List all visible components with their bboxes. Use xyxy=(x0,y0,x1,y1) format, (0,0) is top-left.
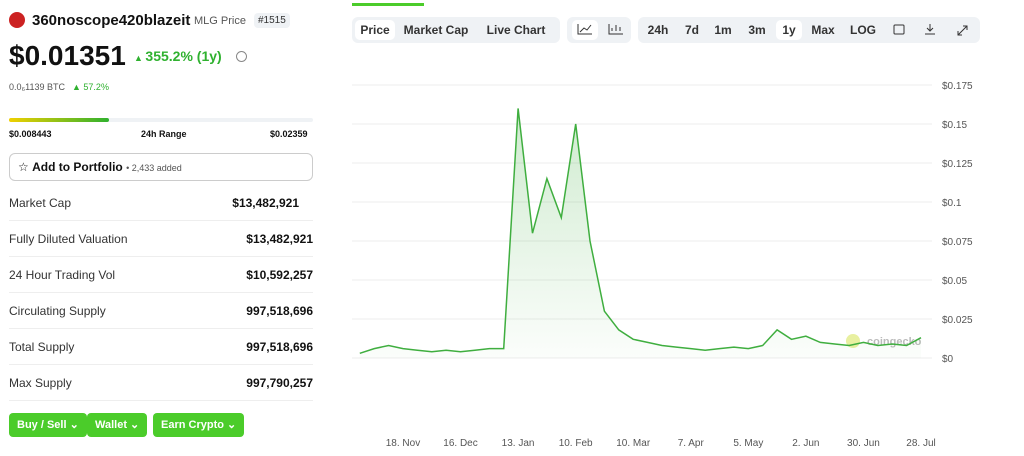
range-bar xyxy=(9,118,313,122)
tab[interactable]: Price xyxy=(360,23,390,37)
action-label: Earn Crypto xyxy=(161,419,224,431)
btc-price: 0.0₆1139 BTC xyxy=(9,82,65,92)
y-tick-label: $0.125 xyxy=(942,159,973,170)
y-tick-label: $0.175 xyxy=(942,81,973,92)
stat-value: $13,482,921 xyxy=(232,196,299,210)
y-tick-label: $0 xyxy=(942,354,954,365)
range-button[interactable]: LOG xyxy=(850,23,876,37)
range-button[interactable]: 1m xyxy=(714,23,732,37)
coin-name: 360noscope420blazeit xyxy=(32,12,191,29)
range-low: $0.008443 xyxy=(9,129,52,139)
stat-label: 24 Hour Trading Vol xyxy=(9,268,116,282)
tab-selected xyxy=(355,20,395,40)
stat-label: Total Supply xyxy=(9,340,75,354)
coin-subtitle: MLG Price xyxy=(194,15,246,27)
stat-label: Max Supply xyxy=(9,376,72,390)
price-change: ▲ 355.2% (1y) xyxy=(134,48,222,64)
stat-value: 997,790,257 xyxy=(246,376,313,390)
line-icon[interactable] xyxy=(577,24,592,35)
stat-row: 24 Hour Trading Vol $10,592,257 xyxy=(9,256,313,293)
x-tick-label: 7. Apr xyxy=(678,438,705,449)
y-tick-label: $0.15 xyxy=(942,120,967,131)
x-tick-label: 16. Dec xyxy=(443,438,477,449)
range-fill xyxy=(9,118,109,122)
tab[interactable]: Market Cap xyxy=(403,23,469,37)
x-tick-label: 10. Feb xyxy=(559,438,593,449)
action-label: Wallet xyxy=(95,419,127,431)
x-tick-label: 13. Jan xyxy=(502,438,535,449)
info-icon[interactable] xyxy=(236,51,247,62)
action-button[interactable]: Buy / Sell ⌄ xyxy=(9,413,87,437)
stat-value: $10,592,257 xyxy=(246,268,313,282)
tab[interactable]: Live Chart xyxy=(486,23,546,37)
range-selected xyxy=(776,20,802,40)
y-tick-label: $0.075 xyxy=(942,237,973,248)
stat-row: Fully Diluted Valuation $13,482,921 xyxy=(9,220,313,257)
price-change-text: 355.2% (1y) xyxy=(145,48,222,64)
stat-label: Fully Diluted Valuation xyxy=(9,232,128,246)
coin-logo xyxy=(9,12,25,28)
range-button[interactable]: 7d xyxy=(684,23,699,37)
x-tick-label: 30. Jun xyxy=(847,438,880,449)
stat-row: Total Supply 997,518,696 xyxy=(9,328,313,365)
btc-change: ▲ 57.2% xyxy=(72,82,109,92)
candle-icon[interactable] xyxy=(608,24,623,35)
range-high: $0.02359 xyxy=(270,129,308,139)
stat-value: $13,482,921 xyxy=(246,232,313,246)
btc-change-text: 57.2% xyxy=(83,82,109,92)
calendar-icon[interactable] xyxy=(893,24,905,35)
stat-label: Circulating Supply xyxy=(9,304,106,318)
price: $0.01351 xyxy=(9,40,126,71)
y-tick-label: $0.1 xyxy=(942,198,962,209)
expand-icon[interactable] xyxy=(957,25,968,36)
stat-row: Max Supply 997,790,257 xyxy=(9,364,313,401)
action-button[interactable]: Wallet ⌄ xyxy=(87,413,148,437)
range-label: 24h Range xyxy=(141,129,187,139)
range-group xyxy=(638,17,980,43)
tab-group xyxy=(352,17,560,43)
stat-row: Circulating Supply 997,518,696 xyxy=(9,292,313,329)
rank: #1515 xyxy=(254,13,290,28)
stat-row: Market Cap $13,482,921 xyxy=(9,184,313,221)
y-tick-label: $0.05 xyxy=(942,276,967,287)
view-selected xyxy=(572,20,598,40)
range-button[interactable]: 24h xyxy=(647,23,669,37)
portfolio-label: Add to Portfolio xyxy=(32,160,123,174)
portfolio-button[interactable]: ☆ Add to Portfolio • 2,433 added xyxy=(9,153,313,181)
range-button[interactable]: Max xyxy=(811,23,835,37)
x-tick-label: 5. May xyxy=(733,438,763,449)
x-tick-label: 10. Mar xyxy=(616,438,651,449)
y-tick-label: $0.025 xyxy=(942,315,973,326)
tab-underline xyxy=(352,3,424,6)
stat-value: 997,518,696 xyxy=(246,340,313,354)
coin-panel: 360noscope420blazeit MLG Price #1515 $0.… xyxy=(0,0,322,456)
area xyxy=(359,108,922,359)
action-button[interactable]: Earn Crypto ⌄ xyxy=(153,413,245,437)
portfolio-count: • 2,433 added xyxy=(126,163,182,173)
x-tick-label: 2. Jun xyxy=(792,438,819,449)
x-tick-label: 18. Nov xyxy=(386,438,420,449)
x-tick-label: 28. Jul xyxy=(906,438,935,449)
stat-label: Market Cap xyxy=(9,196,72,210)
action-label: Buy / Sell xyxy=(17,419,67,431)
range-button[interactable]: 3m xyxy=(748,23,766,37)
download-icon[interactable] xyxy=(925,24,935,35)
range-button[interactable]: 1y xyxy=(782,23,796,37)
line xyxy=(359,108,922,355)
stat-value: 997,518,696 xyxy=(246,304,313,318)
